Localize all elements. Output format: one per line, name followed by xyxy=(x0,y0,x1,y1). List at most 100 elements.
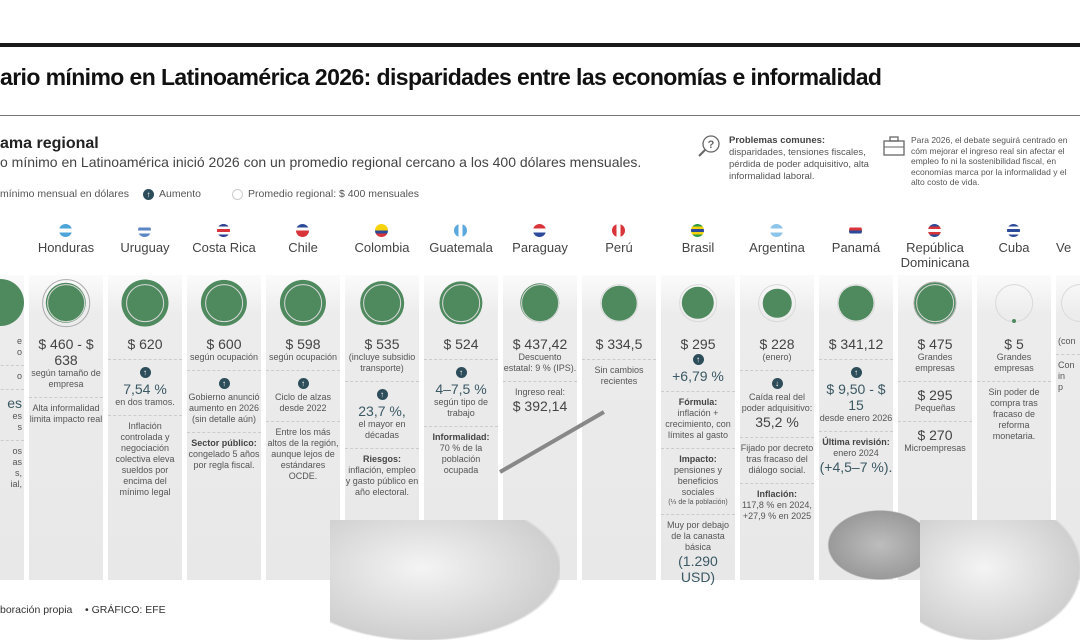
salary-circle xyxy=(1012,319,1016,323)
info-block: Muy por debajo de la canasta básica (1.29… xyxy=(661,515,735,592)
salary-circle xyxy=(0,279,24,326)
country-name: Chile xyxy=(288,240,318,255)
legend-salary: mínimo mensual en dólares xyxy=(0,188,129,200)
country-name: Argentina xyxy=(749,240,805,255)
description-text: Gobierno anunció aumento en 2026 (sin de… xyxy=(188,392,260,424)
flag-icon xyxy=(1007,224,1020,237)
description-text: (⅓ de la población) xyxy=(668,499,728,506)
country-panel: $ 460 - $ 638 según tamaño de empresa Alta… xyxy=(29,275,103,580)
value-text: $ 295 xyxy=(680,336,716,352)
flag-icon xyxy=(928,224,941,237)
value-text: $ 228 xyxy=(759,336,795,352)
label-text: Última revisión: xyxy=(822,437,890,447)
description-text: Sin poder de compra tras fracaso de refo… xyxy=(988,387,1040,441)
country-name: Guatemala xyxy=(429,240,493,255)
flag-icon xyxy=(138,224,151,237)
label-text: Inflación: xyxy=(757,489,797,499)
description-text: según ocupación xyxy=(268,352,338,362)
flag-icon xyxy=(770,224,783,237)
average-ring xyxy=(837,284,875,322)
range-ring xyxy=(42,279,90,327)
info-block: Fijado por decreto tras fracaso del diál… xyxy=(740,438,814,484)
description-text: es xyxy=(12,411,22,421)
info-block: Sin poder de compra tras fracaso de refo… xyxy=(977,382,1051,449)
description-text: ial, xyxy=(10,479,22,489)
info-block: $ 334,5 xyxy=(582,331,656,360)
info-block: os as s, ial, xyxy=(0,441,24,497)
value-text: $ 270 xyxy=(917,427,953,443)
title-divider xyxy=(0,115,1080,116)
flag-icon xyxy=(849,224,862,237)
country-panel: e o o es es s os as s, ial, xyxy=(0,275,24,580)
briefcase-icon xyxy=(883,136,905,156)
info-block: es es s xyxy=(0,390,24,441)
description-text: Grandes empresas xyxy=(915,352,955,373)
info-block: ↑ 23,7 %, el mayor en décadas xyxy=(345,382,419,449)
average-ring xyxy=(600,284,638,322)
description-text: Alta informalidad limita impacto real xyxy=(29,403,103,424)
flag-icon xyxy=(612,224,625,237)
info-block: Informalidad: 70 % de la población ocupad… xyxy=(424,427,498,483)
country-column: Guatemala $ 524 ↑ 4–7,5 % según tipo de trab… xyxy=(424,0,498,600)
description-text: Fijado por decreto tras fracaso del diál… xyxy=(740,443,814,475)
value-text: (+4,5–7 %). xyxy=(819,459,893,475)
info-block: Impacto: pensiones y beneficios sociales (… xyxy=(661,449,735,515)
average-ring xyxy=(284,284,322,322)
info-block: (con xyxy=(1056,331,1080,355)
average-ring xyxy=(442,284,480,322)
country-name: Perú xyxy=(605,240,633,255)
description-text: Ciclo de alzas desde 2022 xyxy=(274,392,332,413)
page-title: ario mínimo en Latinoamérica 2026: dispa… xyxy=(0,64,882,90)
country-column: Perú $ 334,5 Sin cambios recientes xyxy=(582,0,656,600)
country-column: Honduras $ 460 - $ 638 según tamaño de emp… xyxy=(29,0,103,600)
value-text: $ 620 xyxy=(127,336,163,352)
legend-salary-label: mínimo mensual en dólares xyxy=(0,188,129,200)
legend-increase-label: Aumento xyxy=(159,188,202,200)
description-text: congelado 5 años por regla fiscal. xyxy=(188,449,260,470)
info-block: Inflación: 117,8 % en 2024, +27,9 % en 20… xyxy=(740,484,814,529)
arrow-up-icon: ↑ xyxy=(850,367,862,378)
country-column: Colombia $ 535 (incluye subsidio transport… xyxy=(345,0,419,600)
country-column: Argentina $ 228 (enero) ↓ Caída real del pod… xyxy=(740,0,814,600)
value-text: $ 437,42 xyxy=(512,336,568,352)
country-name: Panamá xyxy=(831,240,881,255)
legend-average-label: Promedio regional: $ 400 mensuales xyxy=(248,188,420,200)
description-text: 70 % de la población ocupada xyxy=(439,443,483,475)
value-text: $ 535 xyxy=(364,336,400,352)
arrow-down-icon: ↓ xyxy=(771,378,783,389)
description-text: según tamaño de empresa xyxy=(31,368,101,389)
description-text: as xyxy=(12,457,22,467)
value-text: 7,54 % xyxy=(123,381,167,397)
value-text: $ 295 xyxy=(917,387,953,403)
average-ring xyxy=(205,284,243,322)
flag-icon xyxy=(296,224,309,237)
info-block: $ 270 Microempresas xyxy=(898,422,972,461)
info-block: ↑ Gobierno anunció aumento en 2026 (sin d… xyxy=(187,371,261,433)
country-column: e o o es es s os as s, ial, xyxy=(0,0,24,600)
flag-icon xyxy=(533,224,546,237)
description-text: según tipo de trabajo xyxy=(433,397,489,418)
info-block: $ 295 ↑ +6,79 % xyxy=(661,331,735,392)
info-block: Inflación controlada y negociación colec… xyxy=(108,416,182,505)
info-block: ↑ Ciclo de alzas desde 2022 xyxy=(266,371,340,422)
arrow-up-icon: ↑ xyxy=(143,188,154,200)
average-ring xyxy=(916,284,954,322)
info-block: ↓ Caída real del poder adquisitivo: 35,2 % xyxy=(740,371,814,438)
value-text: $ 460 - $ 638 xyxy=(38,336,94,368)
info-block: ↑ 7,54 % en dos tramos. xyxy=(108,360,182,416)
country-name: Brasil xyxy=(681,240,715,255)
description-text: (con xyxy=(1058,336,1076,346)
arrow-up-icon: ↑ xyxy=(376,389,388,400)
info-block: $ 600 según ocupación xyxy=(187,331,261,371)
common-problems-note: Problemas comunes: disparidades, tension… xyxy=(729,135,869,183)
description-text: (enero) xyxy=(762,352,792,362)
footer-graphic-credit: • GRÁFICO: EFE xyxy=(85,604,166,616)
footer-source: boración propia xyxy=(0,604,73,616)
info-block: o xyxy=(0,366,24,390)
info-block: $ 5 Grandes empresas xyxy=(977,331,1051,382)
description-text: o xyxy=(16,371,22,381)
info-block: Última revisión: enero 2024 (+4,5–7 %). xyxy=(819,432,893,482)
description-text: Sin cambios recientes xyxy=(594,365,644,386)
description-text: o xyxy=(16,347,22,357)
